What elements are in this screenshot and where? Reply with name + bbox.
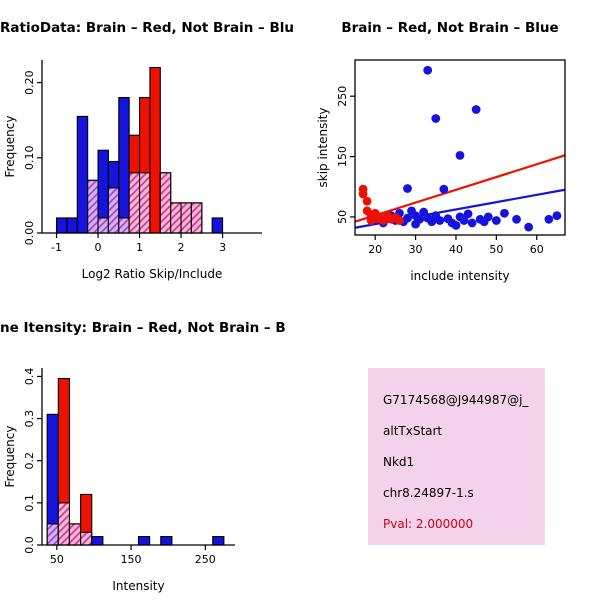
histogram-bar-hatched	[118, 217, 130, 234]
not-brain-point	[459, 216, 469, 225]
pval-text: Pval: 2.000000	[383, 517, 474, 531]
plot-frame	[354, 59, 566, 236]
histogram-bar	[149, 66, 161, 234]
event-id-text: G7174568@J944987@j_	[383, 393, 529, 407]
histogram-bar	[91, 536, 104, 546]
not-brain-point	[423, 65, 433, 75]
histogram-bar-hatched	[68, 523, 82, 546]
log2ratio-histogram-plot: -1 0 1 2 3 0.00 0.10 0.20 Log2 Ratio Skip/Includ…	[3, 60, 262, 281]
histogram-bar-hatched	[107, 187, 120, 234]
not-brain-point	[552, 211, 562, 221]
not-brain-point	[455, 150, 465, 160]
y-tick-label: 0.1	[23, 494, 36, 512]
gene-name-text: Nkd1	[383, 455, 415, 469]
histogram-bar	[137, 536, 151, 546]
brain-point	[362, 196, 372, 206]
histogram-bar-hatched	[159, 172, 172, 234]
x-tick-label: 2	[178, 241, 185, 254]
x-tick-label: 3	[219, 241, 226, 254]
panel-event-info: G7174568@J944987@j_ altTxStart Nkd1 chr8…	[300, 300, 600, 600]
histogram-bar-hatched	[46, 523, 59, 546]
gene-intensity-histogram-plot: 50 150 250 0.0 0.1 0.2 0.3 0.4 Intensity Frequenc…	[3, 368, 235, 593]
x-tick-label: -1	[51, 241, 62, 254]
panel-log2ratio-histogram: RatioData: Brain – Red, Not Brain – Blu …	[0, 0, 300, 300]
red-fit-line	[354, 154, 566, 223]
histogram-bar-hatched	[138, 172, 151, 234]
histogram-bar-hatched	[97, 217, 109, 234]
event-type-text: altTxStart	[383, 424, 443, 438]
not-brain-point	[451, 220, 461, 230]
y-tick-label: 0.00	[23, 221, 36, 246]
histogram-bar-hatched	[57, 502, 71, 546]
histogram-bar-hatched	[180, 202, 192, 234]
not-brain-point	[415, 214, 425, 224]
y-tick-label: 0.4	[23, 368, 36, 386]
y-tick-label: 0.0	[23, 536, 36, 554]
y-tick-label: 0.3	[23, 410, 36, 428]
not-brain-point	[491, 216, 501, 225]
x-axis-label: include intensity	[410, 269, 509, 283]
histogram-bar	[118, 97, 130, 234]
y-axis-label: Frequency	[3, 116, 17, 178]
histogram-bar-hatched	[190, 202, 203, 234]
y-tick-label: 0.2	[23, 452, 36, 470]
y-tick-label: 0.10	[23, 146, 36, 171]
x-tick-label: 20	[368, 243, 382, 256]
not-brain-point	[471, 105, 481, 114]
x-axis-label: Intensity	[112, 579, 164, 593]
panel-gene-intensity-histogram: ne Itensity: Brain – Red, Not Brain – B …	[0, 300, 300, 600]
brain-point	[395, 216, 404, 225]
histogram-bar	[76, 115, 89, 234]
not-brain-point	[483, 212, 493, 222]
histogram-bar-hatched	[80, 531, 93, 546]
x-tick-label: 1	[136, 241, 143, 254]
histogram-bar	[66, 217, 78, 234]
event-info-box: G7174568@J944987@j_ altTxStart Nkd1 chr8…	[368, 368, 545, 545]
not-brain-point	[463, 209, 473, 219]
not-brain-point	[500, 208, 509, 218]
brain-point	[358, 189, 368, 199]
x-axis-label: Log2 Ratio Skip/Include	[82, 267, 223, 281]
x-tick-label: 50	[50, 553, 64, 566]
x-tick-label: 150	[121, 553, 142, 566]
histogram-bar-hatched	[128, 172, 141, 234]
log2ratio-histogram-title: RatioData: Brain – Red, Not Brain – Blu	[0, 20, 295, 36]
x-tick-label: 250	[195, 553, 216, 566]
intensity-scatter-plot: 20 30 40 50 60 50 150 250 include intensity skip …	[316, 59, 566, 283]
histogram-bar-hatched	[170, 202, 182, 234]
x-tick-label: 40	[449, 243, 463, 256]
y-axis-label: skip intensity	[316, 108, 330, 188]
panel-intensity-scatter: Brain – Red, Not Brain – Blue 20 30 40 50 60…	[300, 0, 600, 300]
histogram-bar	[55, 217, 68, 234]
y-tick-label: 250	[336, 86, 349, 107]
x-tick-label: 30	[409, 243, 423, 256]
x-tick-label: 0	[95, 241, 102, 254]
not-brain-point	[439, 184, 449, 194]
location-text: chr8.24897-1.s	[383, 486, 474, 500]
not-brain-point	[403, 184, 412, 193]
intensity-scatter-title: Brain – Red, Not Brain – Blue	[341, 20, 559, 36]
not-brain-point	[524, 222, 534, 232]
y-axis-label: Frequency	[3, 426, 17, 488]
not-brain-point	[435, 216, 445, 225]
not-brain-point	[403, 213, 412, 223]
gene-intensity-histogram-title: ne Itensity: Brain – Red, Not Brain – B	[0, 320, 286, 336]
histogram-bar	[211, 217, 224, 234]
histogram-bar-hatched	[87, 179, 99, 234]
y-tick-label: 50	[336, 210, 349, 224]
not-brain-point	[544, 214, 554, 224]
not-brain-point	[431, 114, 441, 123]
y-tick-label: 0.20	[23, 70, 36, 95]
y-tick-label: 150	[336, 146, 349, 167]
histogram-bar	[160, 536, 173, 546]
x-tick-label: 60	[530, 243, 544, 256]
not-brain-point	[512, 214, 521, 224]
x-tick-label: 50	[489, 243, 503, 256]
histogram-bar	[212, 536, 225, 546]
not-brain-point	[467, 218, 477, 228]
